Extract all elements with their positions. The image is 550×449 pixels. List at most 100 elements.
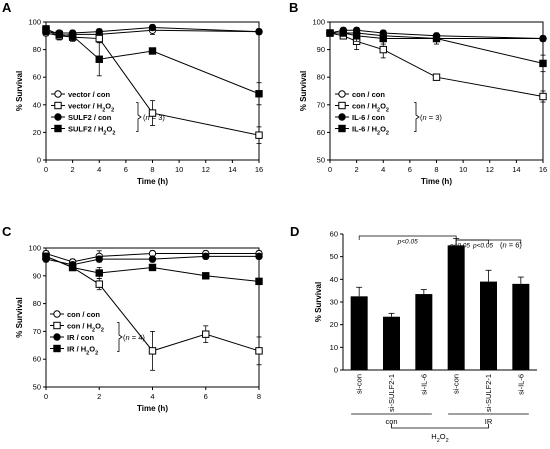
y-tick-label: 50 <box>33 383 41 392</box>
data-point <box>352 32 361 40</box>
data-point <box>95 280 103 288</box>
y-tick-label: 50 <box>317 156 325 165</box>
series-3 <box>326 29 547 73</box>
bar-3: si-con <box>447 238 465 394</box>
y-tick-label: 70 <box>317 100 325 109</box>
data-point <box>95 255 103 263</box>
category-label: si-con <box>355 374 364 394</box>
data-point <box>255 347 263 355</box>
y-axis-title: % Survival <box>299 71 308 111</box>
y-axis-title: % Survival <box>15 297 24 337</box>
x-axis-title: Time (h) <box>137 404 168 413</box>
category-label: si-con <box>452 374 461 394</box>
x-tick-label: 16 <box>255 165 263 174</box>
y-tick-label: 50 <box>330 252 338 261</box>
bar-4: si-SULF2-1 <box>480 269 497 412</box>
significance-label: p<0.05 <box>449 243 470 250</box>
x-tick-label: 2 <box>71 165 75 174</box>
sample-size-note: (n = 3) <box>143 113 165 122</box>
legend-brace <box>414 102 420 132</box>
legend-marker <box>54 113 62 121</box>
y-tick-label: 80 <box>317 73 325 82</box>
treatment-bracket <box>391 424 489 429</box>
x-axis-title: Time (h) <box>421 177 452 186</box>
y-tick-label: 0 <box>37 156 41 165</box>
x-tick-label: 14 <box>512 165 520 174</box>
x-tick-label: 6 <box>408 165 412 174</box>
data-point <box>202 272 210 280</box>
group-label: IR <box>485 417 493 426</box>
series-line <box>45 255 259 266</box>
data-point <box>95 269 103 277</box>
legend-marker <box>54 124 62 133</box>
legend-marker <box>53 344 61 353</box>
data-point <box>42 252 50 261</box>
bar <box>350 296 368 370</box>
bar <box>480 281 497 370</box>
data-point <box>255 90 263 98</box>
data-point <box>255 252 263 261</box>
bar-0: si-con <box>350 286 368 394</box>
significance-bracket <box>455 239 522 244</box>
data-point <box>202 252 210 261</box>
data-point <box>148 109 157 117</box>
x-tick-label: 12 <box>202 165 210 174</box>
x-tick-label: 8 <box>434 165 438 174</box>
legend-marker <box>53 321 61 330</box>
panel-letter: D <box>290 224 299 239</box>
series-line <box>45 253 259 263</box>
bar-2: si-IL-6 <box>415 289 433 395</box>
data-point <box>379 34 387 43</box>
data-point <box>255 27 263 36</box>
legend-label: con / H2O2 <box>67 322 104 334</box>
bar-1: si-SULF2-1 <box>383 312 400 412</box>
data-point <box>68 32 77 40</box>
x-tick-label: 0 <box>44 165 48 174</box>
data-point <box>148 347 157 355</box>
significance-label: p<0.05 <box>397 239 418 246</box>
legend-label: IL-6 / con <box>352 113 385 122</box>
data-point <box>95 55 103 63</box>
legend-label: SULF2 / H2O2 <box>68 125 115 137</box>
y-tick-label: 40 <box>33 100 41 109</box>
legend-label: IR / H2O2 <box>67 345 98 357</box>
data-point <box>432 34 441 43</box>
x-tick-label: 16 <box>539 165 547 174</box>
sample-size-note: (n = 3) <box>420 113 442 122</box>
bar <box>415 294 433 370</box>
x-tick-label: 6 <box>204 392 208 401</box>
y-tick-label: 100 <box>312 18 325 27</box>
legend-label: IL-6 / H2O2 <box>352 125 389 137</box>
data-point <box>255 277 263 286</box>
data-point <box>95 27 103 36</box>
panel-d: D 0 10 20 30 40 50 60 % Survival si-con si-SULF2-1… <box>290 224 537 444</box>
sample-size-note: (n = 4) <box>123 333 145 342</box>
data-point <box>326 29 334 37</box>
legend-marker <box>338 90 346 98</box>
data-point <box>255 131 263 139</box>
data-point <box>68 263 77 272</box>
y-tick-label: 60 <box>33 73 41 82</box>
x-tick-label: 2 <box>97 392 101 401</box>
series-line <box>45 28 260 95</box>
y-axis-title: % Survival <box>15 71 24 111</box>
y-tick-label: 20 <box>330 320 338 329</box>
data-point <box>539 34 547 43</box>
legend-marker <box>53 333 61 341</box>
legend-label: IR / con <box>67 333 95 342</box>
x-tick-label: 10 <box>459 165 467 174</box>
category-label: si-IL-6 <box>516 374 525 395</box>
legend-marker <box>338 124 346 133</box>
significance: p<0.05p<0.05 p<0.05 (n = 6) <box>358 235 522 250</box>
data-point <box>379 45 387 54</box>
data-point <box>95 34 103 43</box>
x-tick-label: 6 <box>124 165 128 174</box>
legend-marker <box>338 101 346 110</box>
category-label: si-IL-6 <box>419 374 428 395</box>
y-tick-label: 60 <box>330 230 338 239</box>
data-point <box>202 330 210 338</box>
y-tick-label: 80 <box>33 45 41 54</box>
data-point <box>148 255 157 263</box>
